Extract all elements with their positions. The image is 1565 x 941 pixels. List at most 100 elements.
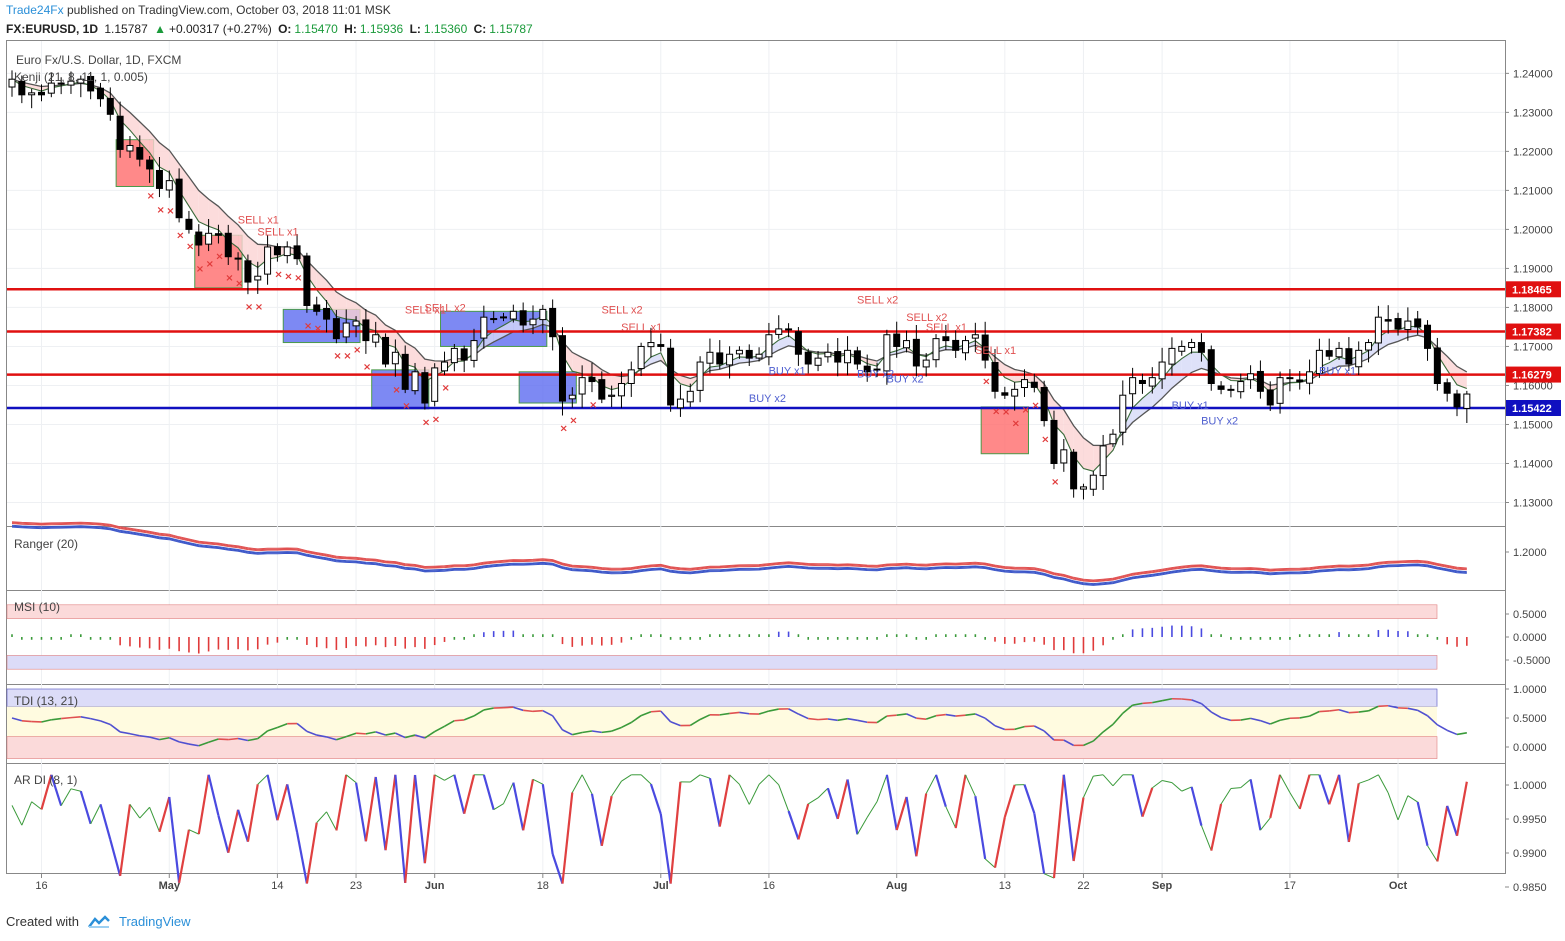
candle-body — [912, 338, 920, 367]
tdi-line-segment — [719, 712, 730, 716]
price-change: +0.00317 (+0.27%) — [168, 22, 272, 36]
candle-body — [706, 351, 714, 364]
candle-body — [1424, 324, 1432, 349]
high-value: 1.15936 — [359, 22, 404, 36]
stop-marker: × — [147, 191, 155, 202]
tdi-line-segment — [80, 716, 91, 720]
tdi-line-segment — [149, 736, 160, 741]
stop-marker: × — [422, 418, 430, 429]
stop-marker: × — [186, 242, 194, 253]
tdi-line-segment — [365, 731, 376, 735]
candle-body — [1306, 371, 1314, 384]
tdi-line-segment — [1378, 704, 1389, 708]
ardi-line-segment — [1377, 774, 1389, 794]
candle-body — [942, 336, 950, 342]
candle-body — [519, 310, 527, 326]
brand-link[interactable]: Trade24Fx — [6, 3, 64, 17]
tdi-line-segment — [375, 731, 386, 736]
tdi-line-segment — [611, 726, 622, 732]
ardi-line-segment — [1141, 787, 1154, 818]
tdi-line-segment — [483, 707, 494, 711]
chart-area[interactable]: ×× ×××× ××××× ×× × ×× ×× ×××××× ××××××× ××× ××× SE… — [0, 40, 1565, 912]
tdi-line-segment — [1200, 702, 1212, 713]
signal-annotation: SELL x2 — [601, 304, 642, 316]
tdi-line-segment — [994, 725, 1006, 731]
kenji-band-segment — [1388, 330, 1399, 345]
signal-zone — [371, 369, 430, 410]
tdi-line-segment — [876, 715, 888, 724]
kenji-indicator-label: Kenji (21, 8, 11, 1, 0.005) — [14, 70, 148, 84]
candle-body — [500, 316, 507, 319]
tdi-line-segment — [41, 719, 52, 723]
tdi-line-segment — [1407, 707, 1418, 712]
candle-body — [1463, 393, 1471, 409]
candle-body — [844, 349, 852, 364]
ardi-line-segment — [345, 774, 357, 784]
candle-body — [726, 353, 734, 366]
candle-body — [794, 331, 802, 355]
signal-zone — [980, 406, 1029, 455]
tdi-line-segment — [542, 709, 554, 717]
ardi-line-segment — [689, 774, 701, 783]
candle-body — [893, 333, 901, 347]
ardi-line-segment — [493, 803, 504, 811]
y-tick-label: 1.21000 — [1513, 185, 1553, 197]
tdi-line-segment — [916, 717, 927, 720]
kenji-band-segment — [1457, 366, 1467, 389]
ardi-line-segment — [266, 774, 279, 821]
tradingview-link[interactable]: TradingView — [118, 914, 191, 929]
ardi-line-segment — [1446, 805, 1459, 837]
candle-body — [450, 347, 458, 364]
ardi-line-segment — [1368, 774, 1379, 781]
stop-marker: × — [206, 259, 214, 270]
tdi-line-segment — [886, 714, 897, 717]
kenji-band-segment — [582, 357, 592, 377]
tdi-line-segment — [1142, 701, 1153, 705]
tdi-line-segment — [247, 737, 258, 742]
tdi-lower-zone — [6, 736, 1438, 759]
tdi-line-segment — [1260, 719, 1271, 725]
ardi-line-segment — [70, 788, 81, 792]
candle-body — [1178, 345, 1186, 352]
ardi-line-segment — [925, 774, 937, 794]
signal-annotation: SELL x1 — [621, 322, 662, 334]
x-tick-label: 16 — [763, 880, 775, 892]
stop-marker: × — [402, 401, 410, 412]
ardi-label: AR DI (8, 1) — [14, 773, 77, 787]
price-level-value: 1.15422 — [1512, 403, 1552, 415]
candle-body — [637, 345, 645, 370]
candle-body — [313, 304, 321, 312]
publish-info: published on TradingView.com, October 03… — [66, 3, 391, 17]
tdi-line-segment — [237, 737, 249, 742]
ardi-line-segment — [778, 784, 790, 812]
tdi-line-segment — [218, 738, 229, 741]
ardi-line-segment — [463, 774, 476, 814]
candle-body — [1099, 445, 1107, 477]
tdi-line-segment — [1426, 715, 1438, 726]
kenji-band-segment — [1014, 369, 1025, 383]
candle-body — [224, 232, 232, 258]
ardi-line-segment — [90, 804, 101, 825]
ardi-line-segment — [522, 779, 535, 831]
candle-body — [205, 232, 213, 245]
candle-body — [647, 342, 655, 348]
ardi-line-segment — [669, 781, 682, 884]
ranger-lower-line — [11, 524, 1467, 585]
candle-body — [1188, 342, 1196, 348]
ardi-line-segment — [738, 784, 750, 805]
ardi-line-segment — [129, 804, 141, 819]
candle-body — [1129, 377, 1137, 395]
candle-body — [676, 398, 684, 409]
candle-body — [1011, 388, 1019, 397]
x-tick-label: Aug — [886, 880, 907, 892]
ardi-line-segment — [1337, 774, 1350, 843]
ardi-line-segment — [581, 774, 593, 795]
tdi-line-segment — [70, 716, 81, 719]
candle-body — [441, 361, 449, 372]
ardi-line-segment — [797, 803, 810, 840]
candle-body — [87, 75, 95, 92]
signal-annotation: SELL x1 — [926, 322, 967, 334]
ardi-line-segment — [295, 831, 308, 884]
ardi-line-segment — [139, 806, 150, 819]
symbol-header: FX:EURUSD, 1D 1.15787 ▲ +0.00317 (+0.27%)… — [6, 22, 536, 36]
